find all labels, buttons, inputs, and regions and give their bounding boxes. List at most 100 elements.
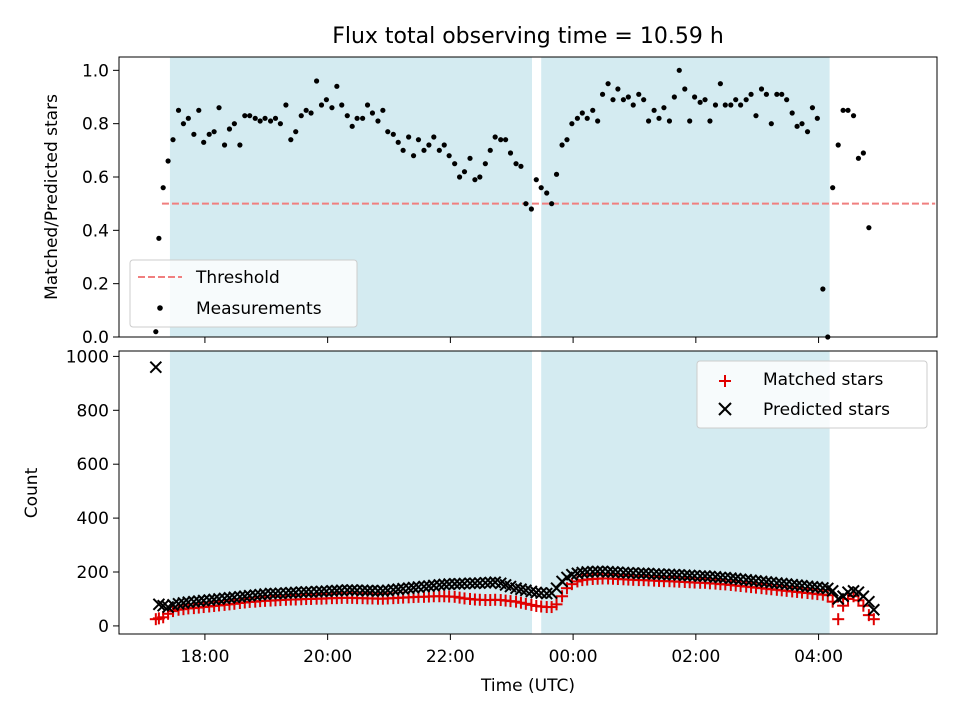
measurement-point xyxy=(492,134,498,140)
predicted-star-marker xyxy=(693,569,707,583)
measurement-point xyxy=(395,139,401,145)
predicted-star-marker xyxy=(657,568,671,581)
predicted-star-marker xyxy=(673,568,686,582)
predicted-star-marker xyxy=(463,577,477,590)
measurement-point xyxy=(369,110,376,116)
predicted-star-marker xyxy=(540,587,553,600)
measurement-point xyxy=(666,118,673,124)
measurement-point xyxy=(809,105,816,111)
predicted-legend-swatch xyxy=(718,402,732,416)
measurement-point xyxy=(682,86,688,92)
measurement-point xyxy=(277,121,283,127)
measurement-point xyxy=(426,142,432,148)
predicted-star-marker xyxy=(617,566,630,579)
measurement-point xyxy=(528,206,534,212)
matched-star-marker xyxy=(857,599,870,612)
predicted-star-marker xyxy=(422,579,436,593)
measurement-point xyxy=(308,110,314,116)
top-ytick-label: 0.2 xyxy=(82,275,109,295)
measurement-point xyxy=(160,185,166,191)
measurement-point xyxy=(845,107,851,113)
measurement-point xyxy=(498,137,504,143)
predicted-star-marker xyxy=(442,577,456,591)
chart-title: Flux total observing time = 10.59 h xyxy=(332,24,724,49)
measurement-point xyxy=(564,137,570,143)
measurement-point xyxy=(661,105,667,111)
top-ytick-label: 0.4 xyxy=(82,221,109,241)
predicted-star-marker xyxy=(571,567,584,580)
measurement-point xyxy=(431,134,437,140)
predicted-star-marker xyxy=(714,571,727,584)
measurement-point xyxy=(820,286,826,292)
measurement-point xyxy=(415,137,422,143)
top-y-axis-label: Matched/Predicted stars xyxy=(42,94,62,300)
measurement-point xyxy=(467,155,473,161)
predicted-star-marker xyxy=(709,570,722,584)
predicted-star-marker xyxy=(253,588,267,601)
measurement-point xyxy=(364,102,371,108)
predicted-star-marker xyxy=(611,566,625,579)
measurement-point xyxy=(507,150,514,156)
measurement-point xyxy=(185,115,191,121)
matched-star-marker xyxy=(867,613,880,626)
bottom-ytick-label: 200 xyxy=(77,563,109,583)
bottom-ytick-label: 400 xyxy=(77,509,109,529)
predicted-star-marker xyxy=(177,596,190,610)
predicted-star-marker xyxy=(458,577,471,590)
measurement-point xyxy=(866,225,872,231)
predicted-star-marker xyxy=(392,583,405,596)
observing-band-2 xyxy=(541,57,830,337)
measurement-point xyxy=(590,107,596,113)
predicted-star-marker xyxy=(192,594,205,608)
measurement-point xyxy=(860,150,866,156)
predicted-star-marker xyxy=(744,574,758,587)
measurement-point xyxy=(216,105,222,111)
measurement-point xyxy=(206,131,212,137)
top-legend-box xyxy=(129,259,358,328)
predicted-star-marker xyxy=(284,586,298,599)
measurement-point xyxy=(615,86,621,92)
measurement-point xyxy=(630,102,636,108)
measurement-point xyxy=(313,78,320,84)
predicted-star-marker xyxy=(299,585,313,599)
measurement-point xyxy=(406,134,412,140)
predicted-star-marker xyxy=(668,568,681,581)
measurement-point xyxy=(779,91,785,97)
predicted-star-marker xyxy=(601,565,615,578)
measurement-point xyxy=(599,91,606,97)
bottom-legend: Matched stars Predicted stars xyxy=(696,360,928,429)
threshold-legend-label: Threshold xyxy=(195,268,280,288)
measurement-point xyxy=(671,94,677,100)
predicted-star-marker xyxy=(683,569,696,582)
predicted-star-marker xyxy=(325,584,339,598)
measurement-point xyxy=(523,201,529,207)
measurement-point xyxy=(651,107,657,113)
measurement-point xyxy=(579,110,585,116)
x-axis-label: Time (UTC) xyxy=(480,676,575,696)
measurement-point xyxy=(538,185,544,191)
matched-star-marker xyxy=(556,590,569,603)
measurement-point xyxy=(421,147,427,153)
matched-star-marker xyxy=(837,599,850,612)
predicted-star-marker xyxy=(816,581,830,595)
predicted-star-marker xyxy=(806,580,819,594)
bottom-axes-frame xyxy=(118,350,938,635)
predicted-star-marker xyxy=(790,579,804,592)
bottom-legend-box xyxy=(696,360,928,429)
top-x-ticks xyxy=(204,337,820,343)
measurement-point xyxy=(446,153,452,159)
predicted-star-marker xyxy=(729,572,742,585)
measurement-point xyxy=(165,158,171,164)
predicted-star-marker xyxy=(438,578,451,591)
predicted-star-marker xyxy=(310,585,323,598)
measurement-point xyxy=(283,102,289,108)
measurement-point xyxy=(636,91,642,97)
measurement-point xyxy=(697,99,703,105)
measurement-point xyxy=(610,97,616,103)
measurement-point xyxy=(717,81,723,87)
matched-legend-label: Matched stars xyxy=(763,370,883,390)
bottom-ytick-label: 1000 xyxy=(66,347,109,367)
measurement-point xyxy=(318,102,325,108)
predicted-star-marker xyxy=(652,567,666,581)
